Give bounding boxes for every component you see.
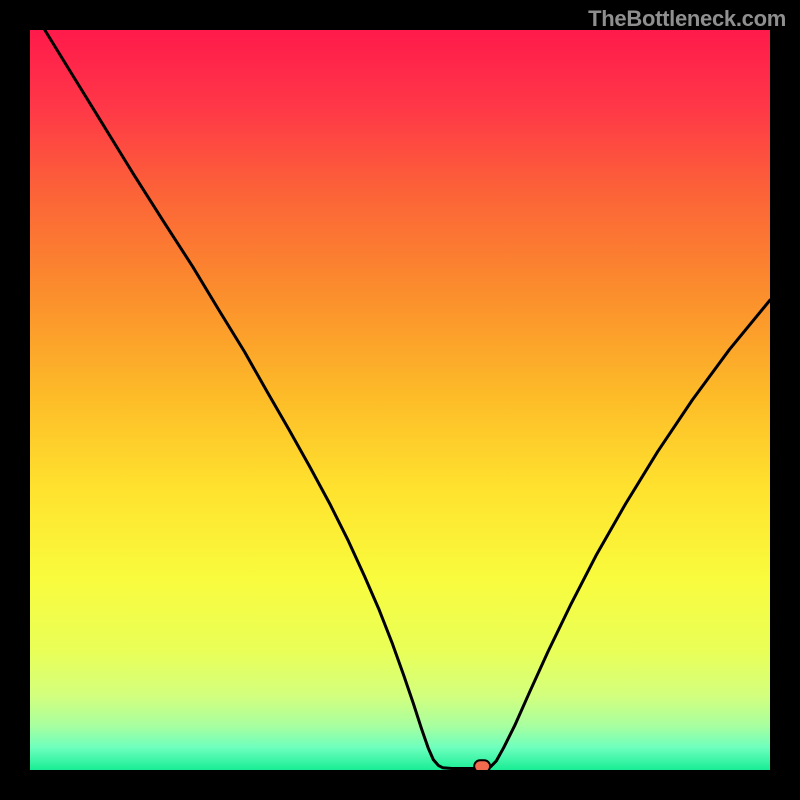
watermark-text: TheBottleneck.com [588,6,786,32]
optimum-marker [474,760,490,772]
chart-frame: TheBottleneck.com [0,0,800,800]
gradient-background [30,30,770,770]
bottleneck-curve-chart [0,0,800,800]
